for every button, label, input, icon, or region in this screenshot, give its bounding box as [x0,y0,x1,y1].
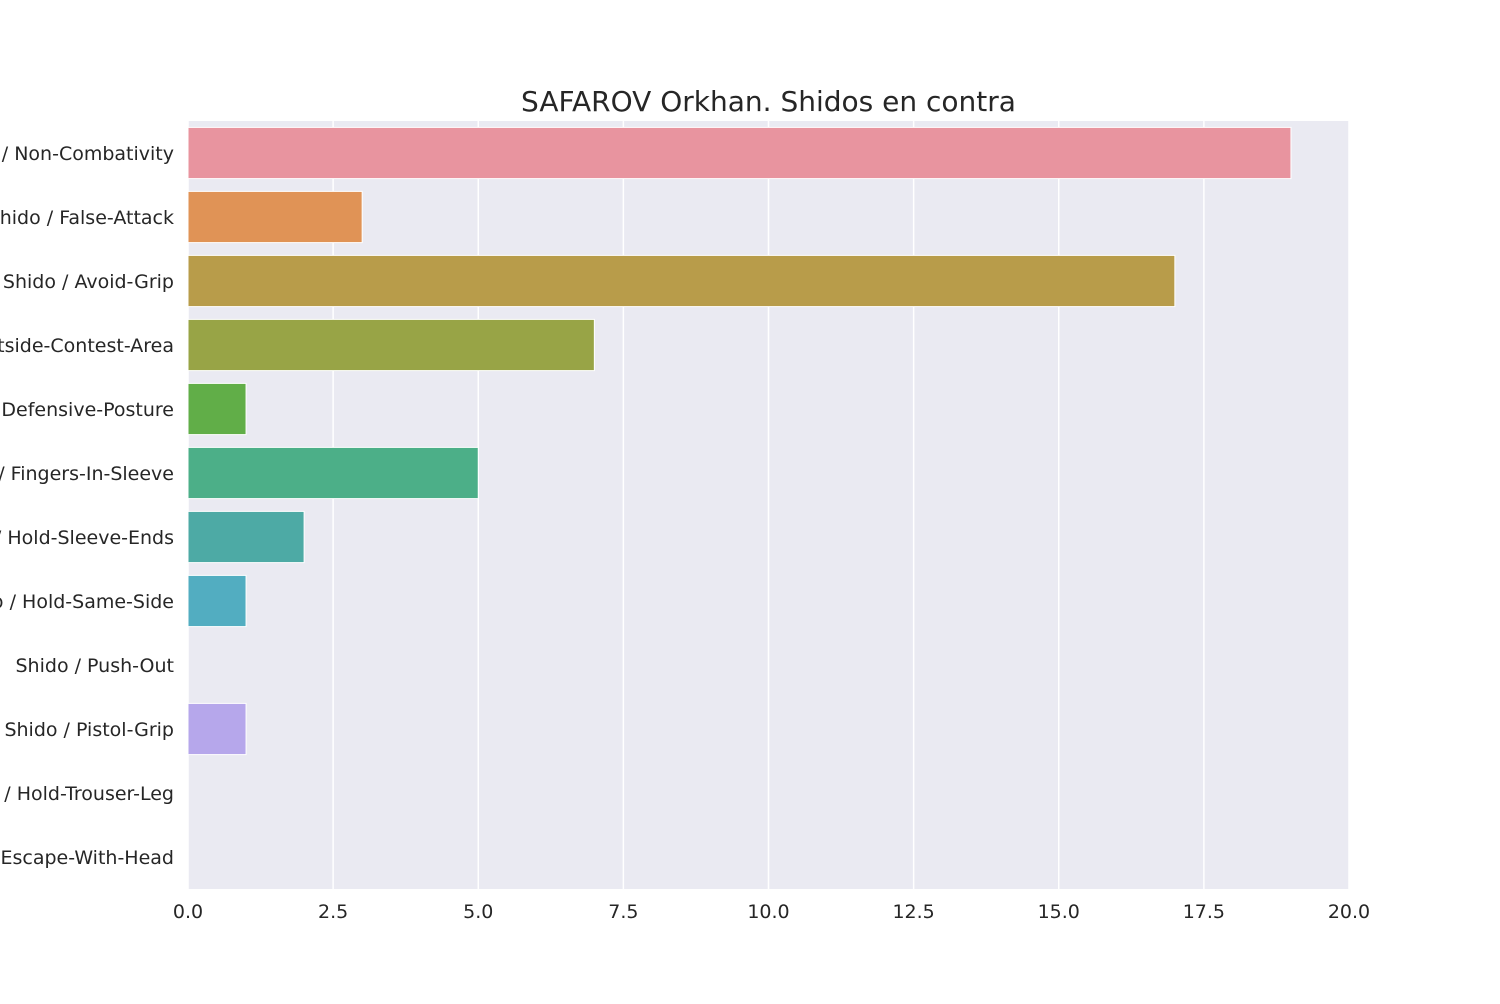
y-tick-label: Shido / False-Attack [0,207,174,229]
bar [187,254,1176,308]
bar [187,510,305,564]
y-tick-label: Shido / Non-Combativity [0,143,174,165]
y-axis-labels: Shido / Non-Combativity Shido / False-Att… [0,143,174,869]
x-tick-label: 7.5 [608,901,638,923]
y-tick-label: Shido / Escape-With-Head [0,847,174,869]
x-tick-label: 15.0 [1038,901,1080,923]
grid-lines [187,121,1350,889]
x-tick-label: 2.5 [318,901,348,923]
x-tick-label: 12.5 [892,901,934,923]
y-tick-label: Shido / Hold-Trouser-Leg [0,783,174,805]
x-tick-label: 0.0 [173,901,203,923]
y-tick-label: Shido / Outside-Contest-Area [0,335,174,357]
y-tick-label: Shido / Fingers-In-Sleeve [0,463,174,485]
bar [187,318,595,372]
bar [187,446,479,500]
y-tick-label: Shido / Hold-Sleeve-Ends [0,527,174,549]
x-tick-label: 5.0 [463,901,493,923]
y-tick-label: Shido / Avoid-Grip [3,271,174,293]
y-tick-label: Shido / Hold-Same-Side [0,591,174,613]
bar [187,382,247,436]
x-tick-label: 17.5 [1183,901,1225,923]
y-tick-label: Shido / Defensive-Posture [0,399,174,421]
x-tick-label: 10.0 [747,901,789,923]
bars [187,126,1292,756]
bar [187,126,1292,180]
x-axis-labels: 0.0 2.5 5.0 7.5 10.0 12.5 15.0 17.5 20.0 [173,901,1370,923]
bar [187,702,247,756]
chart-title: SAFAROV Orkhan. Shidos en contra [521,85,1016,118]
y-tick-label: Shido / Push-Out [16,655,175,677]
bar [187,574,247,628]
bar [187,190,363,244]
y-tick-label: Shido / Pistol-Grip [4,719,174,741]
x-tick-label: 20.0 [1328,901,1370,923]
